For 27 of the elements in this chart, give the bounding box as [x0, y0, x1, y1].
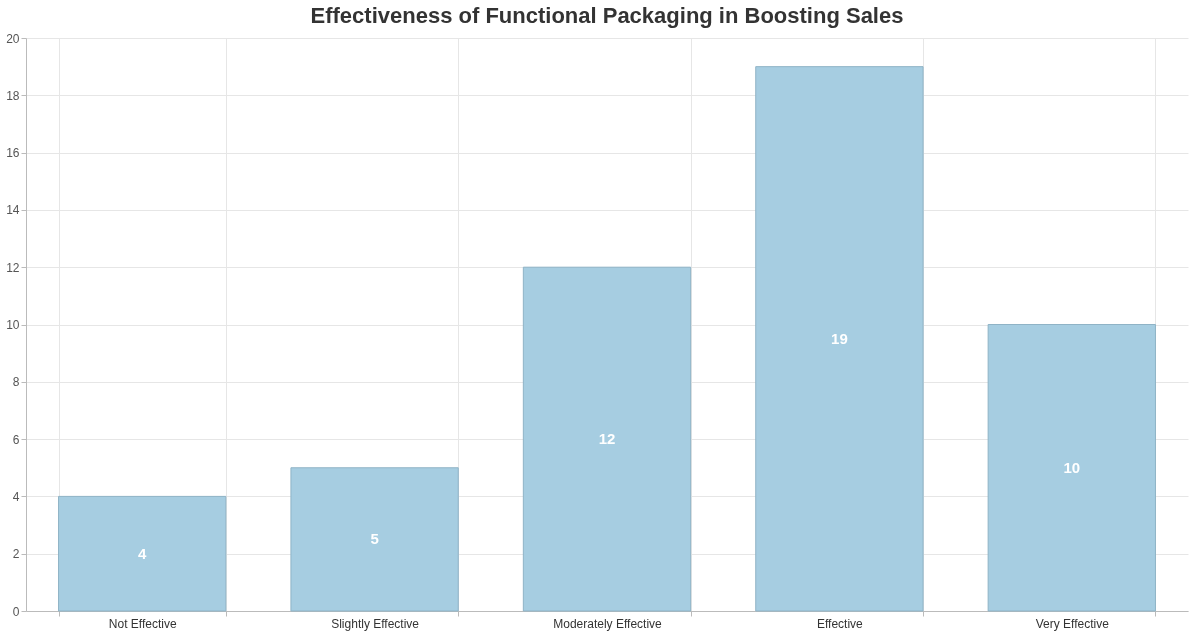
data-label: 5	[370, 530, 379, 548]
x-tick-label: Effective	[816, 616, 864, 631]
bar	[58, 495, 227, 612]
y-tick-label: 18	[6, 88, 20, 103]
y-tick-label: 20	[6, 31, 20, 46]
x-tick-label: Moderately Effective	[553, 616, 663, 631]
x-tick-label: Slightly Effective	[331, 616, 420, 631]
data-label: 10	[1063, 458, 1081, 476]
y-tick-label: 8	[12, 375, 20, 390]
data-label: 19	[831, 329, 848, 347]
y-tick-label: 6	[12, 432, 20, 447]
y-tick-label: 4	[12, 489, 20, 504]
data-label: 12	[598, 430, 616, 448]
bar	[290, 467, 459, 612]
chart-title: Effectiveness of Functional Packaging in Boosting Sales	[310, 3, 904, 28]
y-tick-label: 10	[6, 318, 20, 332]
bar	[987, 324, 1156, 612]
bar	[755, 66, 924, 612]
y-tick-label: 16	[6, 146, 20, 161]
y-tick-label: 14	[6, 203, 20, 218]
y-tick-label: 12	[6, 260, 20, 275]
bar	[522, 266, 692, 612]
x-tick-label: Very Effective	[1035, 616, 1110, 631]
data-label: 4	[138, 544, 148, 562]
y-tick-label: 0	[12, 604, 20, 619]
x-tick-label: Not Effective	[108, 616, 177, 631]
y-tick-label: 2	[12, 547, 20, 562]
